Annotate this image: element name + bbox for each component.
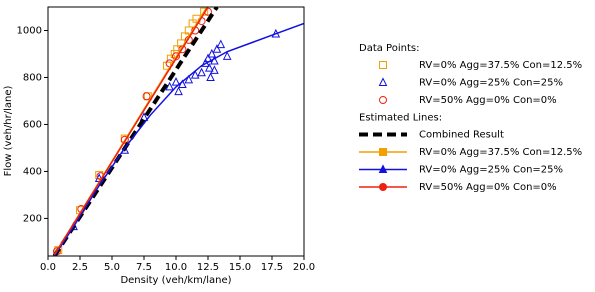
marker — [378, 77, 388, 86]
marker — [216, 39, 226, 49]
legend-label: RV=0% Agg=37.5% Con=12.5% — [419, 147, 582, 158]
legend-label: RV=0% Agg=25% Con=25% — [419, 78, 563, 89]
x-tick-label: 2.5 — [72, 262, 88, 273]
x-tick-label: 10.0 — [165, 262, 187, 273]
marker — [212, 44, 222, 53]
marker — [165, 81, 174, 91]
legend-title: Estimated Lines: — [359, 113, 442, 124]
plot-area — [52, 7, 304, 256]
marker — [190, 70, 200, 79]
line — [53, 7, 209, 256]
legend-title: Data Points: — [359, 43, 419, 54]
marker — [120, 135, 129, 144]
marker — [174, 86, 183, 96]
x-tick-label: 5.0 — [104, 262, 120, 273]
marker — [206, 72, 215, 81]
x-tick-label: 17.5 — [261, 262, 283, 273]
x-tick-label: 7.5 — [136, 262, 152, 273]
y-axis-label: Flow (veh/hr/lane) — [3, 86, 14, 177]
legend-label: RV=0% Agg=25% Con=25% — [419, 165, 563, 176]
marker — [379, 96, 387, 104]
x-tick-label: 15.0 — [229, 262, 251, 273]
marker — [178, 79, 187, 89]
marker — [378, 164, 388, 173]
y-tick-label: 200 — [23, 213, 42, 224]
x-axis-label: Density (veh/km/lane) — [120, 275, 231, 286]
marker — [379, 183, 387, 191]
marker — [210, 65, 219, 74]
marker — [379, 61, 387, 69]
y-tick-label: 600 — [23, 119, 42, 130]
marker — [204, 62, 214, 72]
legend-label: RV=0% Agg=37.5% Con=12.5% — [419, 60, 582, 71]
marker — [222, 51, 232, 60]
marker — [207, 48, 217, 58]
legend-label: Combined Result — [419, 130, 504, 141]
legend-label: RV=50% Agg=0% Con=0% — [419, 95, 557, 106]
x-tick-label: 20.0 — [293, 262, 315, 273]
marker — [171, 77, 181, 86]
y-tick-label: 800 — [23, 72, 42, 83]
marker — [200, 7, 209, 16]
marker — [142, 92, 151, 101]
line — [53, 22, 304, 256]
y-tick-label: 400 — [23, 166, 42, 177]
marker — [184, 74, 194, 84]
x-tick-label: 0.0 — [40, 262, 56, 273]
y-tick-label: 1000 — [17, 25, 42, 36]
legend-label: RV=50% Agg=0% Con=0% — [419, 182, 557, 193]
marker — [210, 55, 219, 65]
x-tick-label: 12.5 — [197, 262, 219, 273]
plot-frame — [47, 6, 305, 257]
marker — [379, 148, 387, 156]
marker — [197, 67, 206, 77]
